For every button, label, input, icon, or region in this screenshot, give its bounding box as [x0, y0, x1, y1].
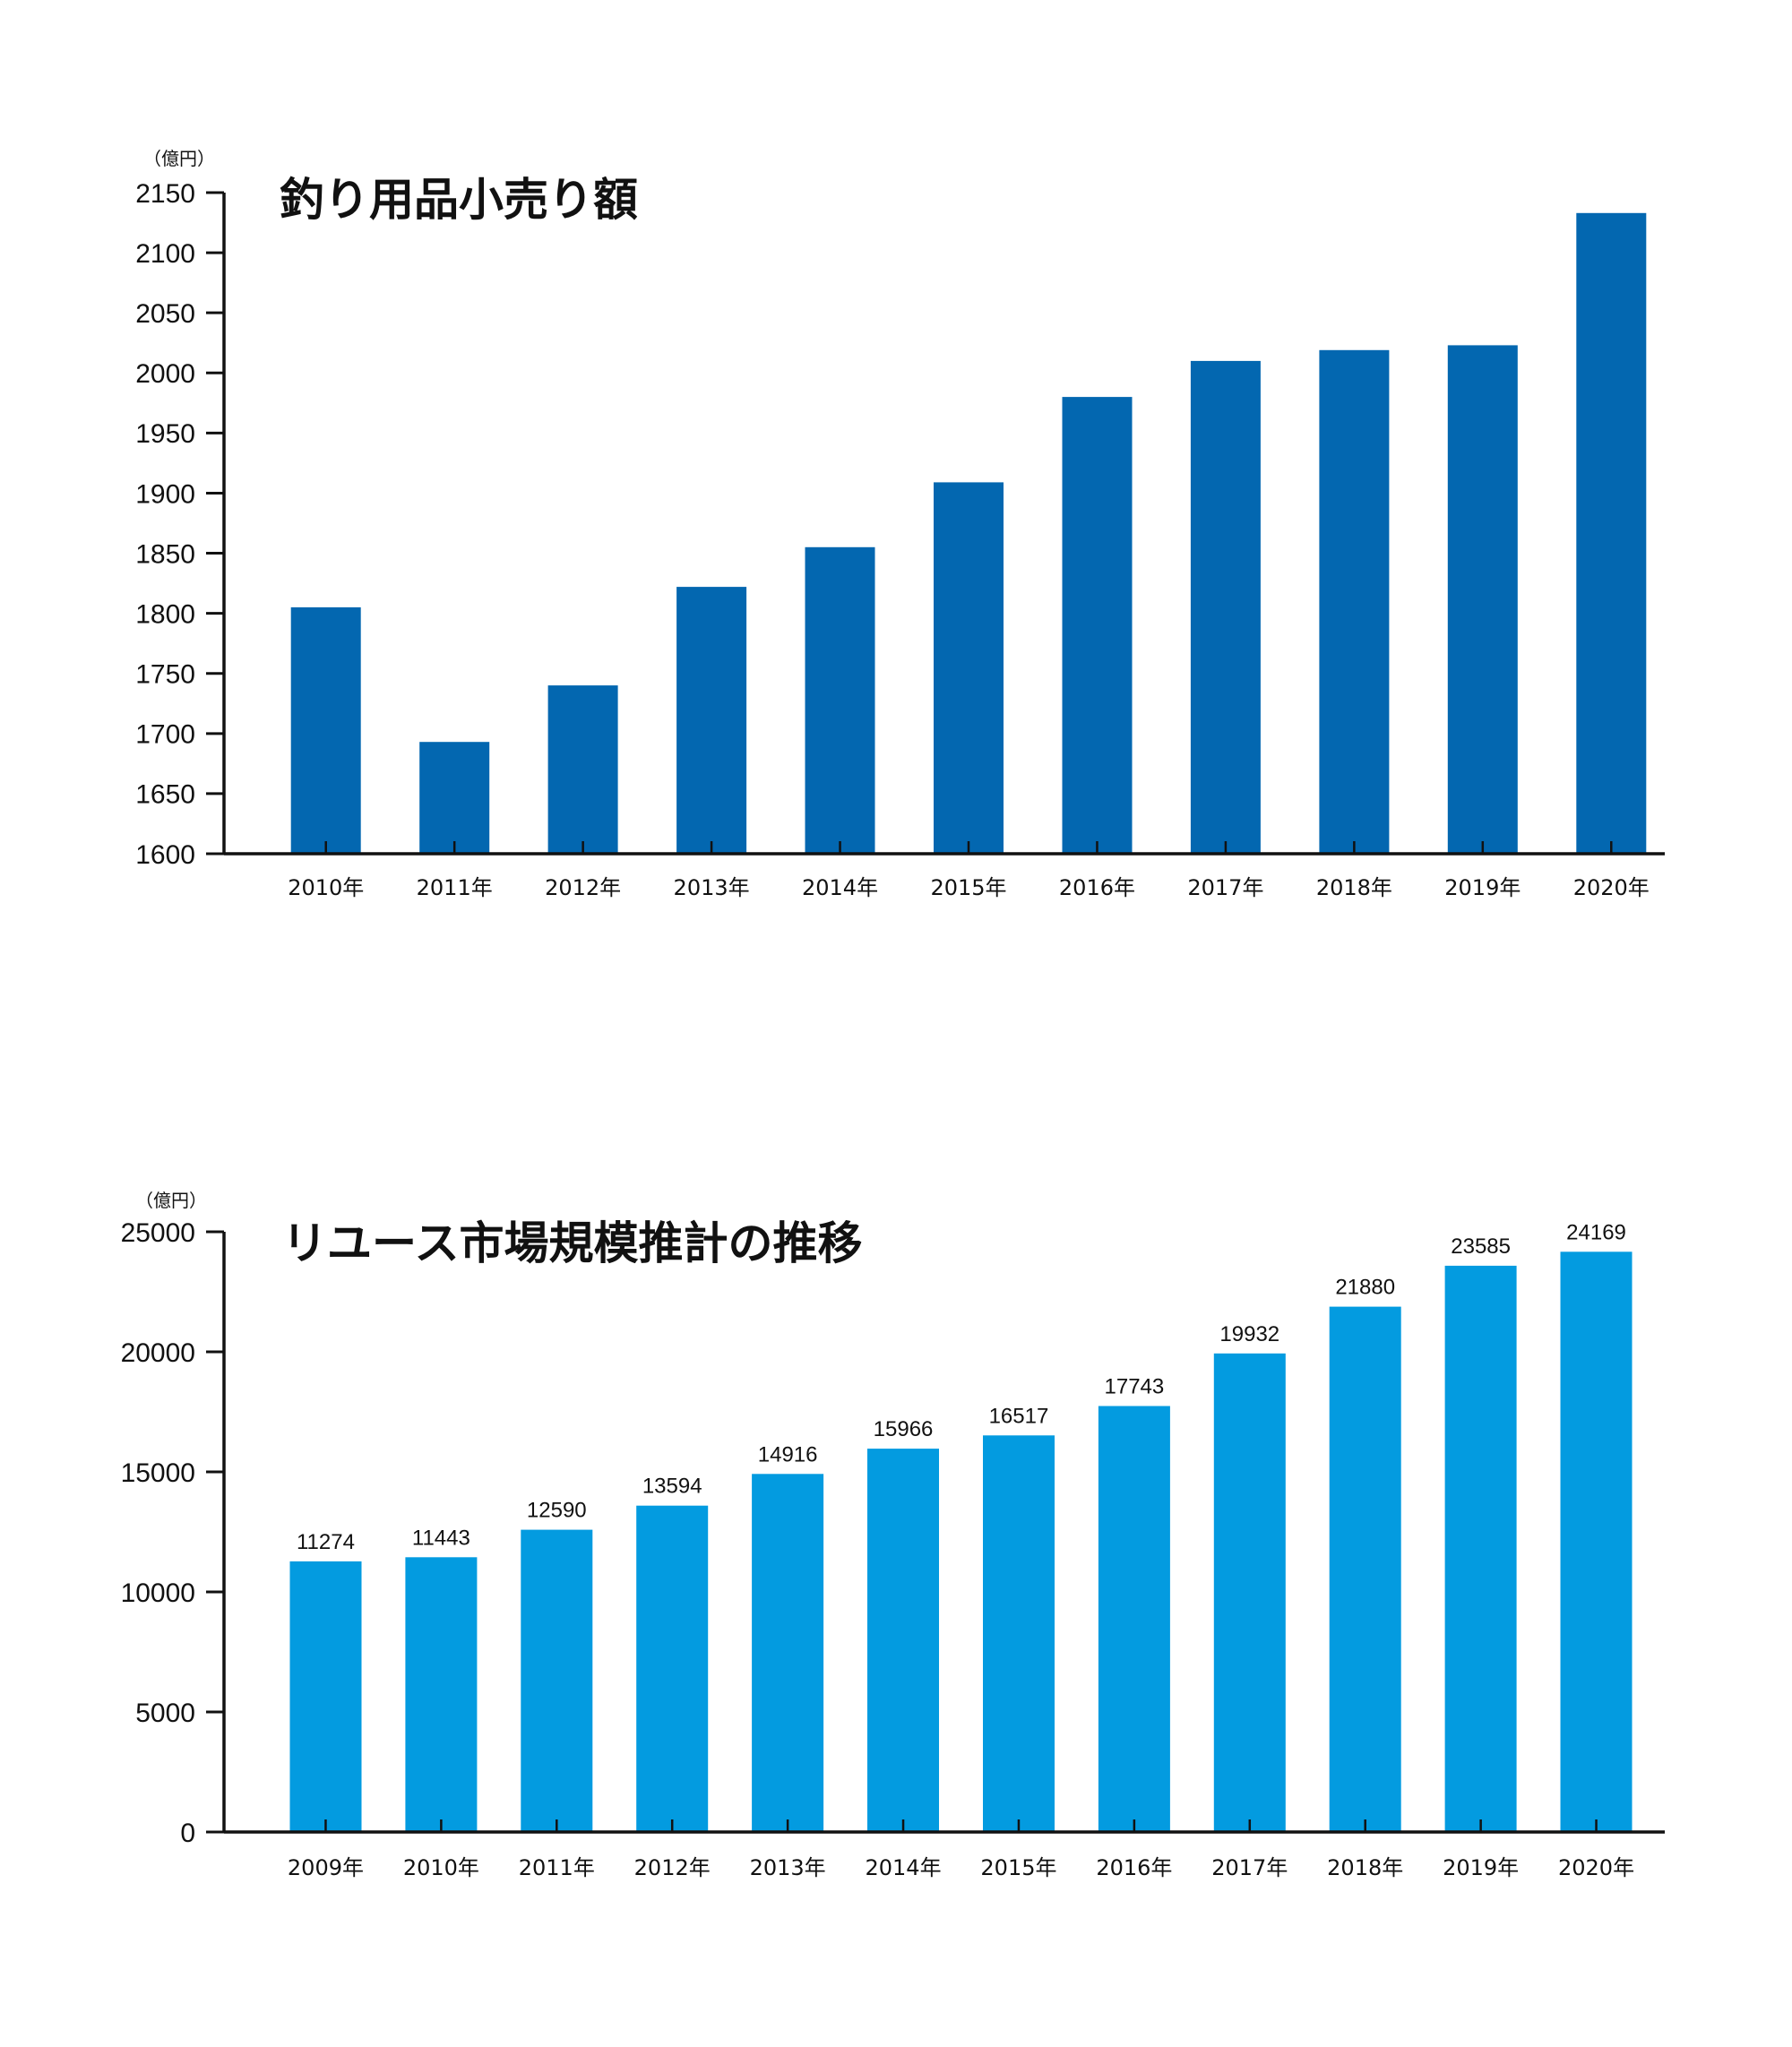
y-tick-label: 0: [180, 1819, 195, 1848]
chart-title: 釣り用品小売り額: [280, 174, 638, 226]
chart-2: リユース市場規模推計の推移 （億円） 0 5000 10000 15000 20000 250…: [121, 1190, 1665, 1880]
y-tick-label: 1850: [135, 539, 195, 569]
y-tick-label: 1750: [135, 660, 195, 690]
y-tick-label: 1700: [135, 720, 195, 750]
bar: [1329, 1306, 1401, 1832]
y-tick-label: 2150: [135, 179, 195, 209]
bar: [1190, 360, 1261, 854]
x-tick-label: 2020年: [1573, 875, 1650, 900]
y-tick-label: 2050: [135, 299, 195, 329]
x-tick-label: 2013年: [674, 875, 750, 900]
x-tick-label: 2012年: [545, 875, 621, 900]
bar: [983, 1435, 1055, 1832]
bar: [867, 1449, 939, 1832]
bar: [547, 685, 618, 854]
x-tick-label: 2014年: [866, 1855, 942, 1880]
data-label: 24169: [1566, 1220, 1626, 1244]
x-tick-label: 2016年: [1059, 875, 1135, 900]
x-tick-label: 2010年: [403, 1855, 479, 1880]
y-tick-label: 1650: [135, 780, 195, 810]
x-tick-label: 2015年: [980, 1855, 1056, 1880]
bar: [752, 1474, 824, 1832]
y-tick-label: 10000: [121, 1578, 195, 1608]
data-label: 21880: [1335, 1276, 1395, 1300]
data-label: 16517: [989, 1404, 1049, 1428]
bar: [1062, 397, 1133, 854]
bar: [1560, 1251, 1633, 1832]
bar: [1444, 1265, 1517, 1832]
data-label: 17743: [1105, 1374, 1165, 1398]
y-axis: 0 5000 10000 15000 20000 25000: [121, 1218, 224, 1848]
x-tick-label: 2019年: [1443, 1855, 1519, 1880]
x-tick-label: 2015年: [930, 875, 1006, 900]
bar: [1213, 1353, 1286, 1832]
x-tick-label: 2014年: [802, 875, 878, 900]
bar: [676, 587, 747, 854]
x-tick-label: 2017年: [1187, 875, 1263, 900]
bar: [934, 482, 1004, 854]
y-unit-label: （億円）: [143, 148, 215, 169]
data-label: 12590: [527, 1499, 587, 1523]
x-tick-label: 2017年: [1211, 1855, 1288, 1880]
y-tick-label: 1950: [135, 419, 195, 449]
chart-1: 釣り用品小売り額 （億円） 1600 1650 1700 1750 1800 1850 1900…: [135, 148, 1665, 900]
data-labels: 11274 11443 12590 13594 14916 15966 16517 17743…: [297, 1220, 1626, 1554]
y-tick-label: 2000: [135, 359, 195, 389]
data-label: 11443: [412, 1526, 470, 1550]
x-tick-label: 2013年: [750, 1855, 826, 1880]
y-tick-label: 15000: [121, 1458, 195, 1488]
x-axis: 2009年 2010年 2011年 2012年 2013年 2014年 2015年 2016年…: [288, 1819, 1634, 1880]
bar: [289, 1561, 362, 1832]
y-tick-label: 1600: [135, 840, 195, 870]
x-tick-label: 2012年: [634, 1855, 711, 1880]
x-tick-label: 2010年: [288, 875, 364, 900]
y-tick-label: 25000: [121, 1218, 195, 1248]
y-axis: 1600 1650 1700 1750 1800 1850 1900 1950 2000 2050…: [135, 179, 224, 870]
bar: [805, 546, 875, 854]
data-label: 23585: [1451, 1234, 1511, 1259]
x-tick-label: 2018年: [1327, 1855, 1403, 1880]
bars: [290, 212, 1647, 855]
bar: [419, 742, 490, 854]
x-tick-label: 2018年: [1316, 875, 1392, 900]
data-label: 14916: [758, 1442, 818, 1466]
bar: [1447, 345, 1518, 854]
y-tick-label: 1900: [135, 479, 195, 509]
x-tick-label: 2016年: [1096, 1855, 1172, 1880]
bar: [521, 1529, 593, 1832]
x-tick-label: 2019年: [1444, 875, 1521, 900]
bar: [1319, 349, 1390, 854]
x-tick-label: 2011年: [519, 1855, 595, 1880]
y-tick-label: 5000: [135, 1699, 195, 1728]
data-label: 19932: [1219, 1322, 1279, 1346]
bar: [290, 606, 361, 854]
x-tick-label: 2020年: [1558, 1855, 1634, 1880]
y-tick-label: 1800: [135, 599, 195, 629]
y-tick-label: 2100: [135, 239, 195, 269]
y-tick-label: 20000: [121, 1338, 195, 1368]
bar: [405, 1557, 478, 1832]
data-label: 13594: [642, 1475, 702, 1499]
bar: [636, 1505, 709, 1832]
x-tick-label: 2011年: [417, 875, 493, 900]
bars: [289, 1251, 1633, 1832]
y-unit-label: （億円）: [135, 1190, 207, 1211]
chart-title: リユース市場規模推計の推移: [282, 1217, 863, 1269]
bar: [1098, 1406, 1170, 1832]
data-label: 11274: [297, 1530, 355, 1554]
fishing-retail-chart: 釣り用品小売り額 （億円） 1600 1650 1700 1750 1800 1850 1900…: [135, 148, 1665, 900]
x-axis: 2010年 2011年 2012年 2013年 2014年 2015年 2016年 2017年…: [288, 841, 1650, 900]
data-label: 15966: [874, 1417, 934, 1441]
x-tick-label: 2009年: [288, 1855, 364, 1880]
bar: [1576, 212, 1647, 855]
